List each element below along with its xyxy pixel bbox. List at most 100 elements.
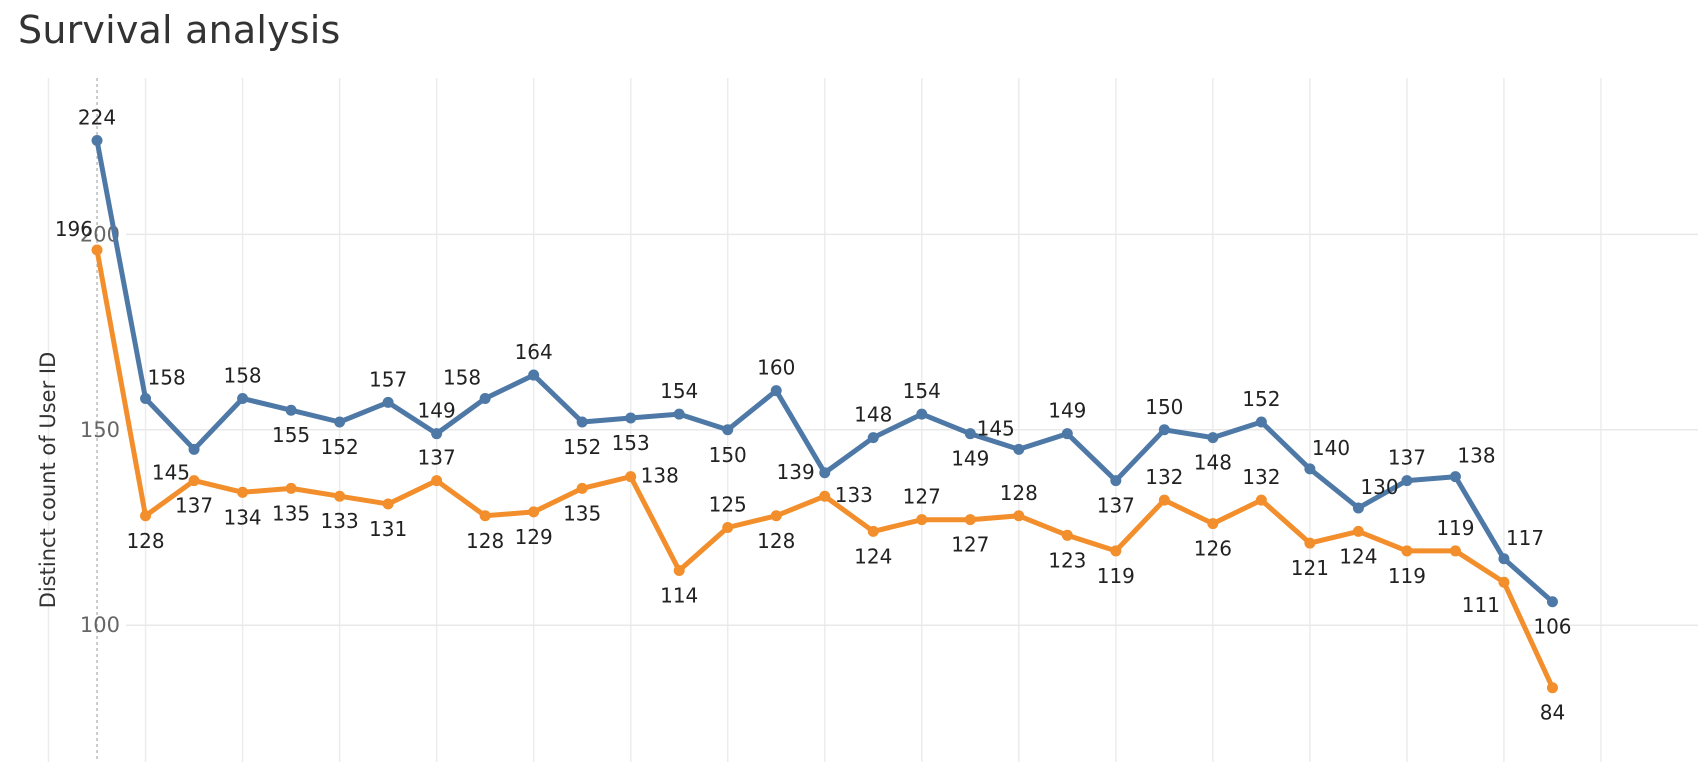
y-tick-label: 150 xyxy=(80,418,120,442)
data-label: 149 xyxy=(418,399,456,423)
data-point xyxy=(576,416,588,428)
series-lines xyxy=(91,135,1558,694)
data-point xyxy=(237,393,249,405)
data-point xyxy=(479,393,491,405)
data-point xyxy=(722,424,734,436)
data-point xyxy=(1158,424,1170,436)
data-labels: 224 158 145 158 155 152 157 149 158 164 152 153 154 1… xyxy=(55,106,1572,725)
data-label: 158 xyxy=(148,366,186,390)
data-label: 128 xyxy=(1000,481,1038,505)
data-label: 137 xyxy=(1388,446,1426,470)
data-label: 126 xyxy=(1194,537,1232,561)
data-point xyxy=(916,408,928,420)
data-label: 127 xyxy=(951,533,989,557)
data-point xyxy=(431,428,443,440)
data-label: 129 xyxy=(515,525,553,549)
data-point xyxy=(1546,596,1558,608)
data-label: 150 xyxy=(1145,395,1183,419)
data-point xyxy=(673,564,685,576)
data-point xyxy=(140,510,152,522)
grid-lines xyxy=(47,78,1698,762)
data-point xyxy=(576,482,588,494)
data-point xyxy=(819,467,831,479)
data-point xyxy=(1207,432,1219,444)
data-point xyxy=(91,244,103,256)
data-point xyxy=(770,385,782,397)
data-point xyxy=(528,369,540,381)
data-point xyxy=(188,475,200,487)
data-label: 128 xyxy=(126,529,164,553)
data-label: 138 xyxy=(641,464,679,488)
data-label: 148 xyxy=(1194,451,1232,475)
data-label: 133 xyxy=(835,483,873,507)
data-point xyxy=(285,482,297,494)
data-label: 124 xyxy=(1339,544,1377,568)
data-point xyxy=(285,404,297,416)
data-label: 158 xyxy=(443,366,481,390)
data-point xyxy=(382,396,394,408)
data-label: 128 xyxy=(466,529,504,553)
data-point xyxy=(1061,529,1073,541)
data-label: 137 xyxy=(1097,494,1135,518)
data-label: 121 xyxy=(1291,556,1329,580)
data-point xyxy=(964,428,976,440)
data-point xyxy=(722,521,734,533)
data-label: 145 xyxy=(152,460,190,484)
data-label: 111 xyxy=(1462,593,1500,617)
data-label: 138 xyxy=(1457,444,1495,468)
data-point xyxy=(625,412,637,424)
data-point xyxy=(1255,494,1267,506)
data-label: 148 xyxy=(854,403,892,427)
data-label: 152 xyxy=(1242,387,1280,411)
y-tick-label: 100 xyxy=(80,613,120,637)
data-point xyxy=(188,443,200,455)
data-label: 135 xyxy=(563,501,601,525)
data-point xyxy=(1546,682,1558,694)
data-point xyxy=(431,475,443,487)
data-point xyxy=(528,506,540,518)
data-label: 128 xyxy=(757,529,795,553)
data-point xyxy=(1352,525,1364,537)
data-point xyxy=(1304,463,1316,475)
data-label: 125 xyxy=(709,492,747,516)
data-label: 124 xyxy=(854,544,892,568)
data-label: 84 xyxy=(1540,701,1565,725)
data-label: 106 xyxy=(1533,615,1571,639)
data-point xyxy=(1110,475,1122,487)
data-point xyxy=(1061,428,1073,440)
data-point xyxy=(334,490,346,502)
data-label: 132 xyxy=(1242,465,1280,489)
data-label: 157 xyxy=(369,367,407,391)
data-label: 133 xyxy=(321,509,359,533)
data-label: 135 xyxy=(272,501,310,525)
data-point xyxy=(1449,545,1461,557)
data-point xyxy=(1207,518,1219,530)
data-label: 117 xyxy=(1506,526,1544,550)
data-label: 145 xyxy=(977,416,1015,440)
data-point xyxy=(479,510,491,522)
data-label: 196 xyxy=(55,217,93,241)
data-point xyxy=(1013,443,1025,455)
data-label: 134 xyxy=(223,505,261,529)
data-point xyxy=(1110,545,1122,557)
data-label: 137 xyxy=(175,494,213,518)
data-label: 119 xyxy=(1097,564,1135,588)
data-label: 137 xyxy=(418,446,456,470)
data-label: 224 xyxy=(78,106,116,130)
data-label: 130 xyxy=(1360,475,1398,499)
data-label: 158 xyxy=(223,364,261,388)
data-point xyxy=(1498,553,1510,565)
data-label: 154 xyxy=(903,379,941,403)
data-point xyxy=(1013,510,1025,522)
data-point xyxy=(867,525,879,537)
data-point xyxy=(964,514,976,526)
data-point xyxy=(1158,494,1170,506)
data-point xyxy=(1304,537,1316,549)
data-label: 149 xyxy=(951,447,989,471)
data-label: 127 xyxy=(903,485,941,509)
data-point xyxy=(1498,576,1510,588)
data-label: 131 xyxy=(369,517,407,541)
